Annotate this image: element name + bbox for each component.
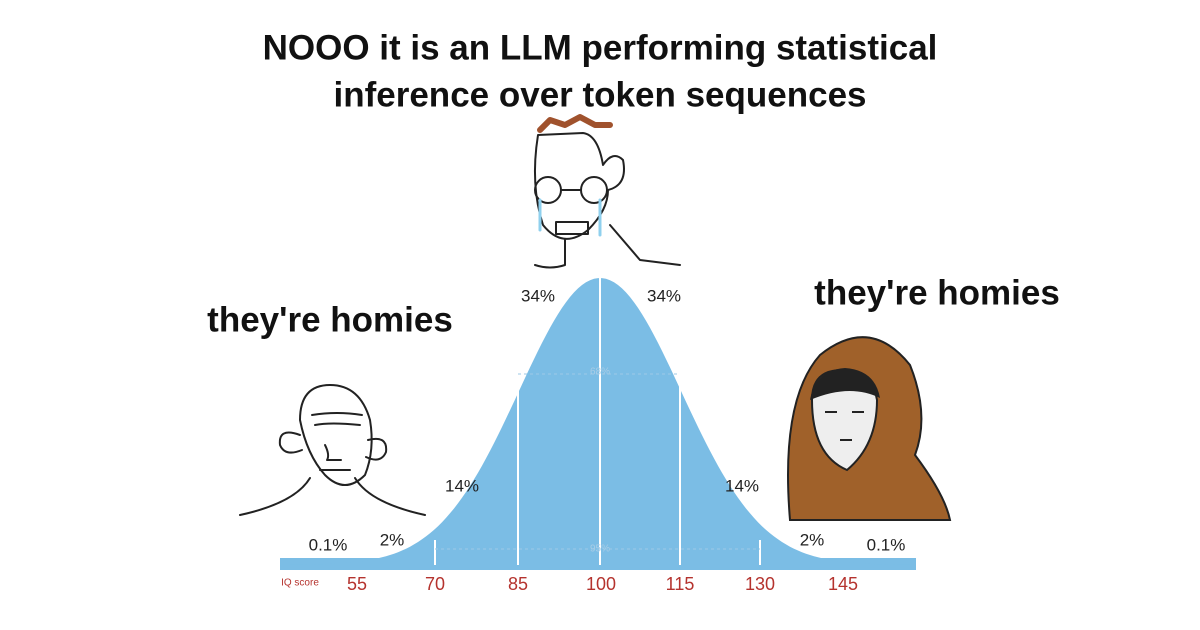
segment-label: 14% — [725, 476, 759, 495]
title-line: NOOO it is an LLM performing statistical — [263, 28, 938, 67]
axis-tick: 145 — [828, 574, 858, 594]
inner-label: 95% — [590, 544, 610, 555]
right-caption: they're homies — [814, 273, 1060, 312]
axis-tick: 100 — [586, 574, 616, 594]
axis-tick: 115 — [666, 574, 695, 594]
left-caption: they're homies — [207, 300, 453, 339]
right-character — [787, 336, 952, 521]
axis-tick: 55 — [347, 574, 367, 594]
axis-tick: 85 — [508, 574, 528, 594]
left-character — [239, 384, 426, 516]
segment-label: 2% — [800, 530, 825, 549]
axis-tick: 70 — [425, 574, 445, 594]
axis-tick: 130 — [745, 574, 775, 594]
middle-character — [533, 114, 681, 269]
inner-label: 68% — [590, 367, 610, 378]
segment-label: 0.1% — [309, 535, 348, 554]
sigma-lines — [434, 278, 761, 565]
axis-label: IQ score — [281, 578, 319, 589]
segment-label: 0.1% — [867, 535, 906, 554]
segment-label: 34% — [647, 286, 681, 305]
title-line: inference over token sequences — [334, 75, 867, 114]
segment-label: 14% — [445, 476, 479, 495]
segment-label: 2% — [380, 530, 405, 549]
segment-label: 34% — [521, 286, 555, 305]
